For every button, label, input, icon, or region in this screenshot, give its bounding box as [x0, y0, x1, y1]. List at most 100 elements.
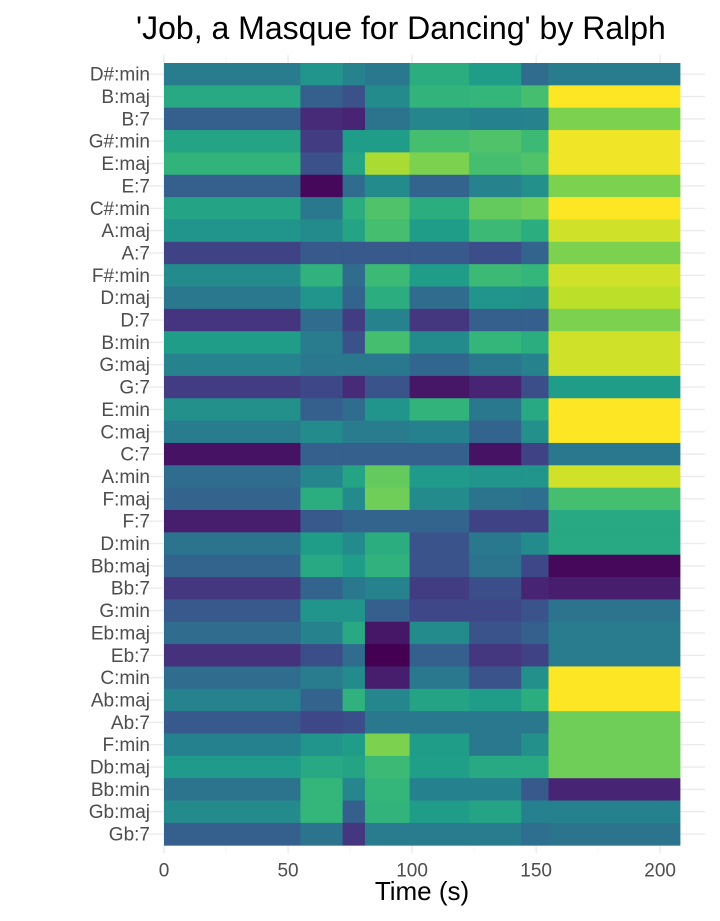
- heatmap-cell-G#:min-0: [164, 130, 301, 153]
- heatmap-cell-Bb:maj-5: [469, 554, 522, 578]
- heatmap-cell-F:min-1: [300, 733, 344, 757]
- y-tick-label: G#:min: [89, 132, 150, 153]
- heatmap-cell-C:7-5: [469, 442, 522, 466]
- heatmap-cell-G:7-0: [164, 375, 301, 399]
- heatmap-cell-A:7-6: [521, 241, 549, 265]
- heatmap-cell-C#:min-3: [364, 197, 410, 220]
- heatmap-cell-E:maj-4: [409, 152, 470, 176]
- y-tick-label: E:maj: [101, 154, 150, 175]
- heatmap-cell-A:7-2: [342, 241, 366, 265]
- heatmap-cell-Eb:7-3: [364, 644, 410, 667]
- heatmap-cell-E:7-4: [409, 174, 470, 198]
- heatmap-cell-G:min-6: [521, 599, 549, 623]
- y-tick-label: C:maj: [100, 422, 150, 443]
- heatmap-cell-Gb:maj-5: [469, 800, 522, 824]
- heatmap-cell-Ab:maj-1: [300, 688, 344, 712]
- heatmap-cell-E:maj-3: [364, 152, 410, 176]
- heatmap-cell-F:min-7: [548, 733, 681, 757]
- heatmap-cell-Ab:maj-0: [164, 688, 301, 712]
- heatmap-cell-Gb:maj-7: [548, 800, 681, 824]
- heatmap-cell-C:min-2: [342, 666, 366, 690]
- heatmap-cell-F:7-7: [548, 510, 681, 533]
- y-tick-label: Eb:7: [111, 646, 150, 667]
- heatmap-cell-B:maj-6: [521, 85, 549, 109]
- heatmap-cell-Bb:min-0: [164, 778, 301, 801]
- heatmap-cell-D#:min-3: [364, 63, 410, 86]
- heatmap-cell-Bb:7-5: [469, 577, 522, 600]
- heatmap-cell-G:min-0: [164, 599, 301, 623]
- heatmap-cell-Eb:7-4: [409, 644, 470, 667]
- heatmap-cell-F:7-2: [342, 510, 366, 533]
- heatmap-cell-D#:min-1: [300, 63, 344, 86]
- heatmap-cell-C#:min-4: [409, 197, 470, 220]
- heatmap-cell-G:maj-2: [342, 353, 366, 377]
- heatmap-cell-A:min-4: [409, 465, 470, 489]
- heatmap-cell-D:min-5: [469, 532, 522, 556]
- heatmap-cell-Db:maj-1: [300, 755, 344, 779]
- heatmap-cell-B:maj-0: [164, 85, 301, 109]
- heatmap-cell-E:min-7: [548, 398, 681, 421]
- x-tick-label: 50: [277, 860, 298, 881]
- heatmap-cell-G:maj-1: [300, 353, 344, 377]
- heatmap-cell-Db:maj-2: [342, 755, 366, 779]
- heatmap-cell-A:7-7: [548, 241, 681, 265]
- heatmap-cell-C:min-6: [521, 666, 549, 690]
- heatmap-cell-Bb:min-7: [548, 778, 681, 801]
- heatmap-cell-G#:min-7: [548, 130, 681, 153]
- heatmap-cell-F#:min-5: [469, 264, 522, 287]
- y-tick-label: F:min: [103, 735, 151, 756]
- heatmap-cell-Bb:maj-6: [521, 554, 549, 578]
- heatmap-cell-F:maj-0: [164, 487, 301, 511]
- heatmap-cell-G:7-5: [469, 375, 522, 399]
- heatmap-cell-Ab:7-3: [364, 711, 410, 734]
- heatmap-cell-Gb:maj-2: [342, 800, 366, 824]
- heatmap-cell-D:min-3: [364, 532, 410, 556]
- heatmap-cell-G:7-3: [364, 375, 410, 399]
- y-tick-label: G:maj: [99, 355, 150, 376]
- y-tick-label: G:7: [119, 378, 150, 399]
- heatmap-cell-D:maj-6: [521, 286, 549, 310]
- heatmap-cell-G#:min-1: [300, 130, 344, 153]
- heatmap-cell-Eb:7-7: [548, 644, 681, 667]
- y-tick-label: C:min: [100, 668, 150, 689]
- heatmap-cell-A:maj-4: [409, 219, 470, 243]
- heatmap-cell-A:7-3: [364, 241, 410, 265]
- heatmap-cell-E:7-7: [548, 174, 681, 198]
- heatmap-cell-Db:maj-7: [548, 755, 681, 779]
- heatmap-cell-F:7-5: [469, 510, 522, 533]
- y-tick-label: E:min: [101, 400, 150, 421]
- heatmap-cell-A:maj-7: [548, 219, 681, 243]
- heatmap-cell-A:7-1: [300, 241, 344, 265]
- heatmap-cell-Gb:maj-4: [409, 800, 470, 824]
- heatmap-cell-G#:min-2: [342, 130, 366, 153]
- heatmap-cell-E:min-2: [342, 398, 366, 421]
- heatmap-cell-C:maj-0: [164, 420, 301, 444]
- heatmap-cell-Ab:7-1: [300, 711, 344, 734]
- heatmap-cell-F:7-0: [164, 510, 301, 533]
- heatmap-cell-A:min-1: [300, 465, 344, 489]
- heatmap-cell-D#:min-6: [521, 63, 549, 86]
- heatmap-cell-Bb:maj-4: [409, 554, 470, 578]
- heatmap-cell-A:maj-1: [300, 219, 344, 243]
- heatmap-cell-F:maj-1: [300, 487, 344, 511]
- heatmap-cell-D#:min-0: [164, 63, 301, 86]
- heatmap-cell-A:7-4: [409, 241, 470, 265]
- heatmap-cell-A:maj-2: [342, 219, 366, 243]
- heatmap-cell-A:min-6: [521, 465, 549, 489]
- heatmap-cell-B:7-4: [409, 107, 470, 131]
- heatmap-cell-Bb:7-4: [409, 577, 470, 600]
- heatmap-cell-Bb:maj-1: [300, 554, 344, 578]
- heatmap-cell-D:7-0: [164, 308, 301, 332]
- heatmap-cell-D:7-5: [469, 308, 522, 332]
- heatmap-cell-Ab:maj-5: [469, 688, 522, 712]
- heatmap-cell-Gb:maj-0: [164, 800, 301, 824]
- heatmap-cell-F#:min-3: [364, 264, 410, 287]
- heatmap-cell-F#:min-4: [409, 264, 470, 287]
- y-tick-label: E:7: [121, 176, 150, 197]
- heatmap-cell-F:maj-6: [521, 487, 549, 511]
- heatmap-cell-Bb:min-2: [342, 778, 366, 801]
- heatmap-cell-B:7-0: [164, 107, 301, 131]
- heatmap-cell-Bb:7-1: [300, 577, 344, 600]
- heatmap-cell-C:7-2: [342, 442, 366, 466]
- heatmap-cell-C:min-4: [409, 666, 470, 690]
